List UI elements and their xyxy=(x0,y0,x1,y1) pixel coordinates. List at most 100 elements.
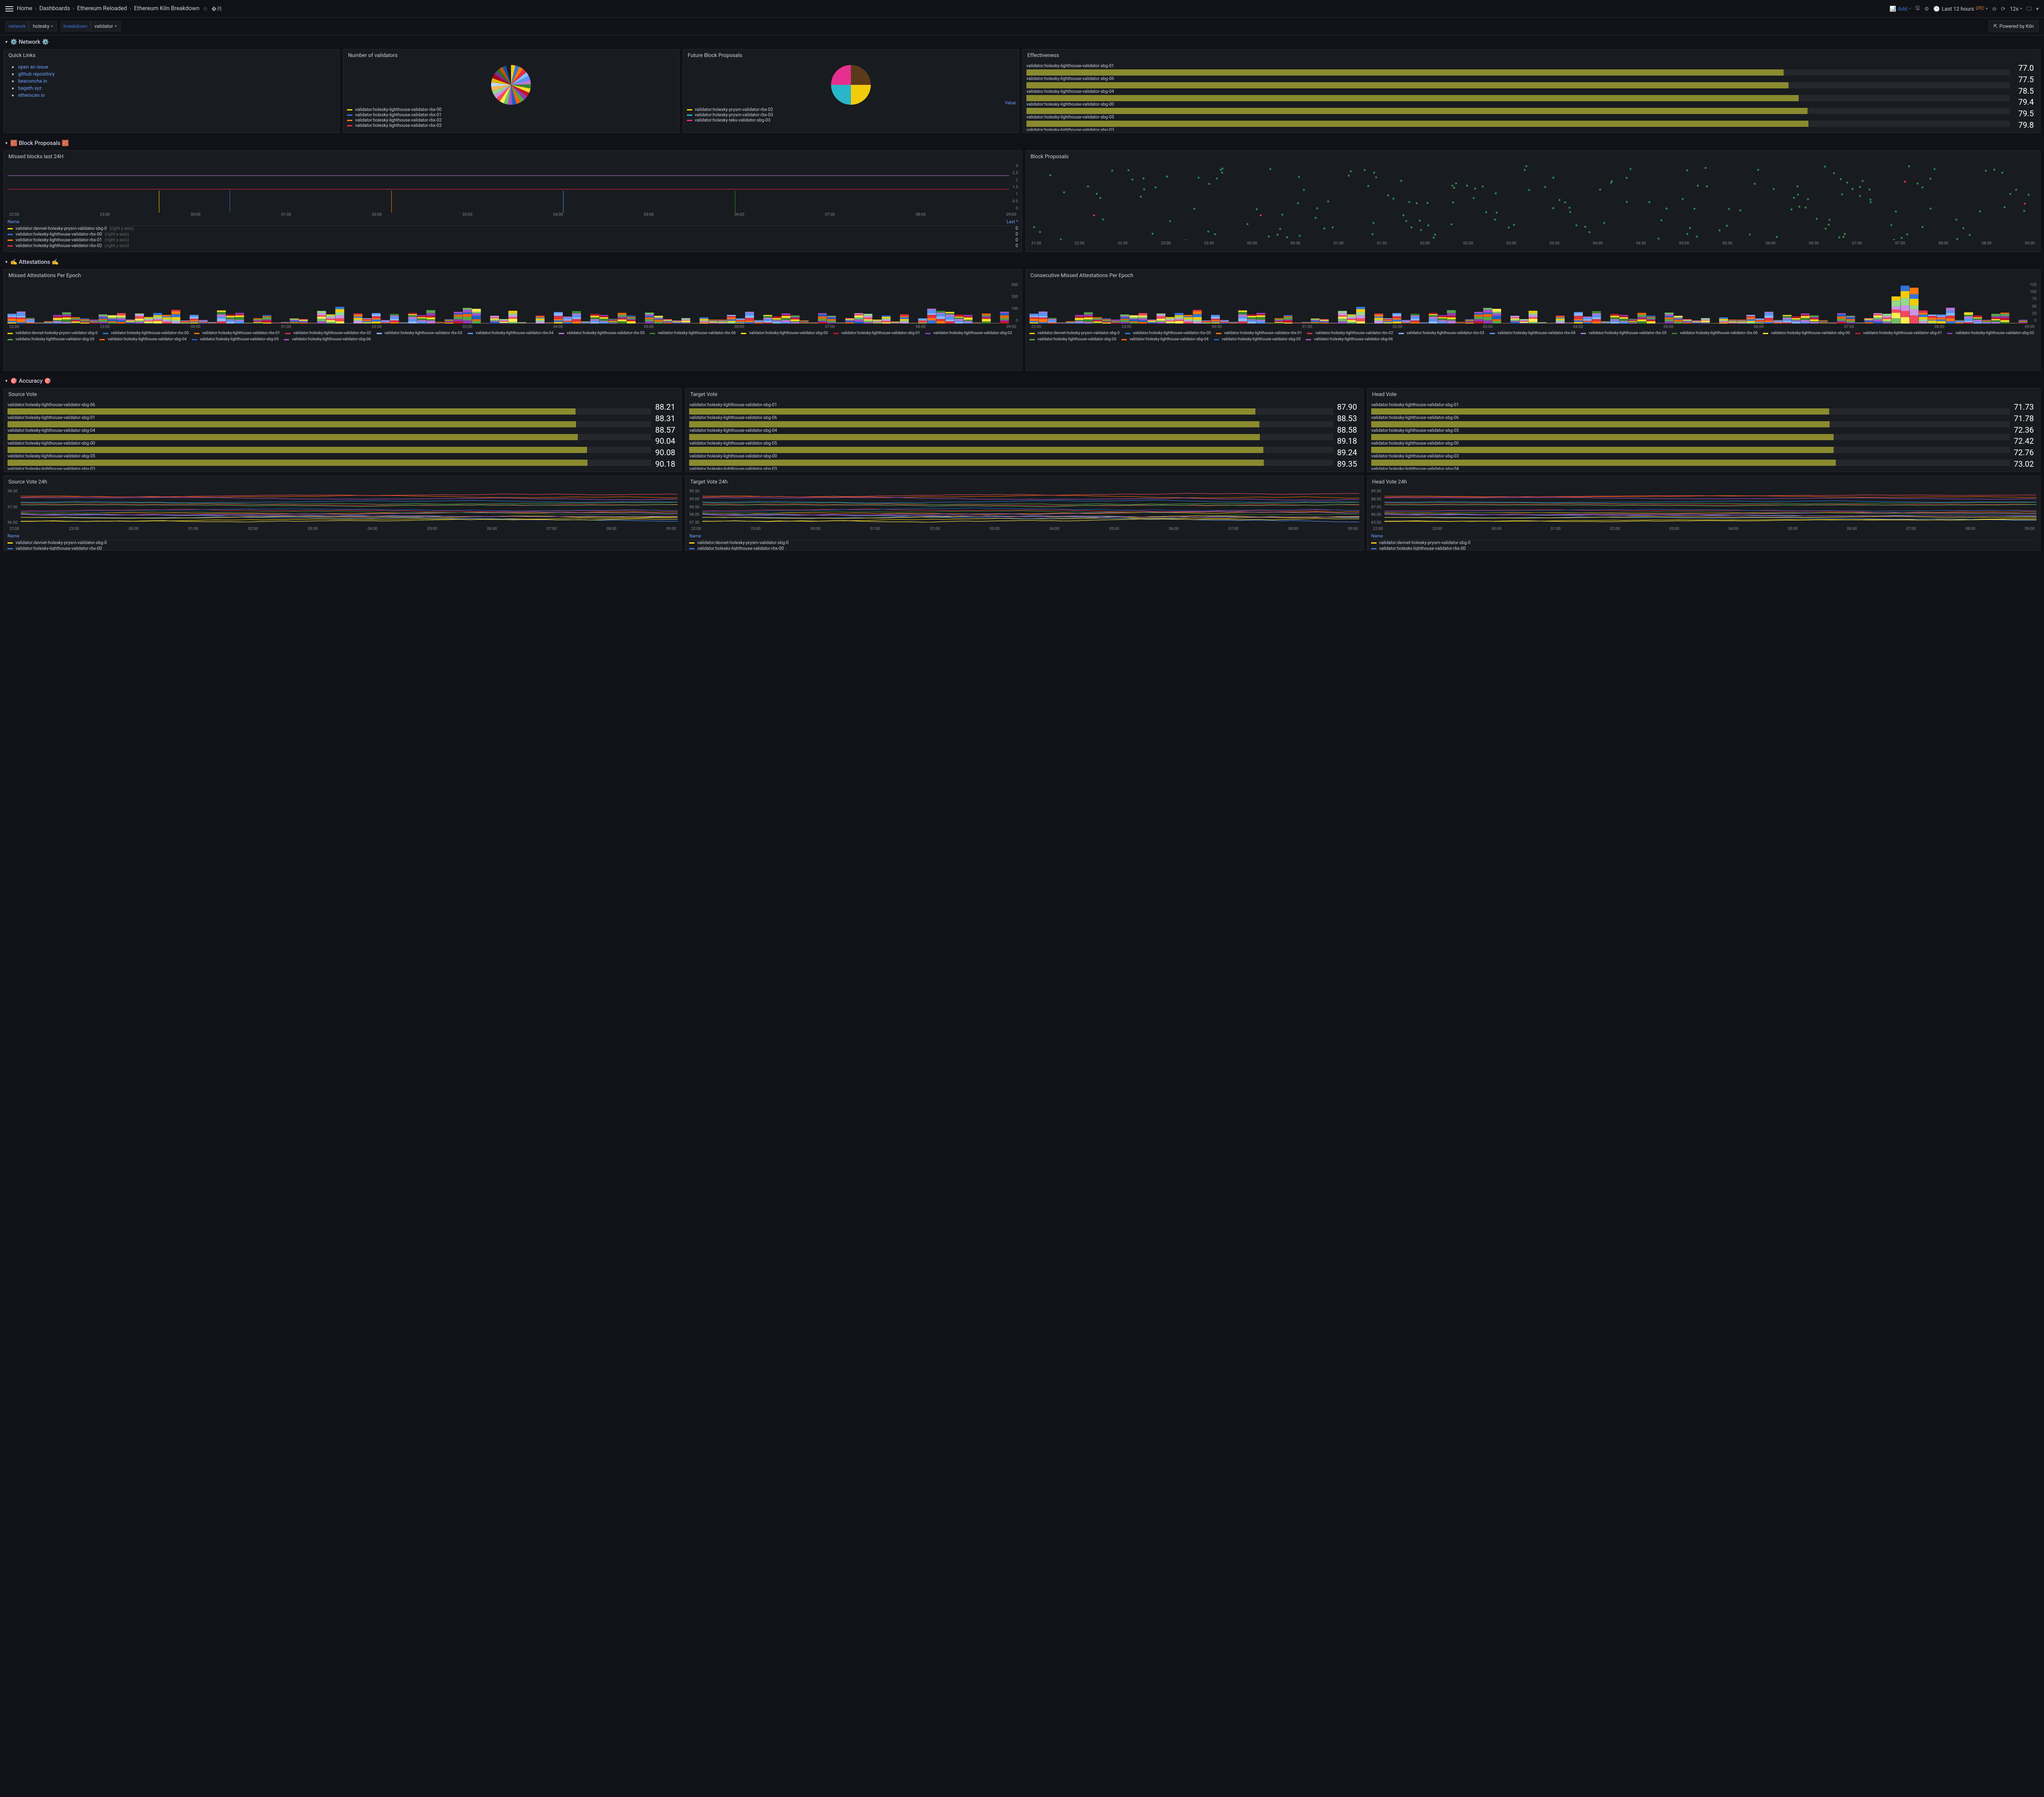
legend-row[interactable]: validator:devnet-holesky-prysm-validator… xyxy=(8,226,1018,232)
legend-row[interactable]: validator:holesky-lighthouse-validator-r… xyxy=(8,237,1018,243)
panel-title: Target Vote 24h xyxy=(686,476,1363,487)
legend-row[interactable]: validator:holesky-lighthouse-validator-r… xyxy=(8,243,1018,249)
panel-title: Future Block Proposals xyxy=(683,49,1018,61)
legend-item[interactable]: validator:devnet-holesky-prysm-validator… xyxy=(8,331,98,335)
legend-row[interactable]: validator:holesky-lighthouse-validator-r… xyxy=(1371,546,2036,550)
gauge-value: 90.18 xyxy=(655,460,675,469)
value-column: 71.7371.7872.3672.4272.7673.02 xyxy=(2010,402,2036,470)
legend-item[interactable]: validator:holesky-lighthouse-validator-r… xyxy=(1216,331,1302,335)
legend-item[interactable]: validator:holesky-lighthouse-validator-s… xyxy=(833,331,920,335)
panel-source-vote-24h: Source Vote 24h 98.0097.0096.00 22:0023:… xyxy=(4,476,682,551)
var-network-select[interactable]: holesky ▾ xyxy=(29,21,57,31)
value-column: 87.9088.5388.5889.1889.2489.35 xyxy=(1333,402,1360,470)
row-block-proposals[interactable]: ▾🧱 Block Proposals 🧱 xyxy=(4,137,2040,150)
time-range-picker[interactable]: 🕑 Last 12 hours UTC ▾ xyxy=(1933,6,1988,12)
y-axis: 1251007550250 xyxy=(2030,283,2036,323)
quick-link[interactable]: beaconcha.in xyxy=(18,78,47,84)
menu-icon[interactable] xyxy=(5,5,13,13)
var-breakdown-select[interactable]: validator ▾ xyxy=(91,21,121,31)
legend-item[interactable]: validator:holesky-lighthouse-validator-r… xyxy=(194,331,280,335)
legend-item[interactable]: validator:holesky-lighthouse-validator-r… xyxy=(347,107,675,112)
legend-item[interactable]: validator:holesky-teku-validator-sbg-03 xyxy=(687,118,1015,123)
legend-item[interactable]: validator:holesky-lighthouse-validator-r… xyxy=(347,118,675,123)
value-header[interactable]: Value xyxy=(1005,101,1016,106)
chevron-down-icon[interactable]: ▾ xyxy=(2036,6,2039,12)
row-attestations[interactable]: ▾✍️ Attestations ✍️ xyxy=(4,255,2040,269)
legend-item[interactable]: validator:holesky-lighthouse-validator-s… xyxy=(1306,337,1392,342)
legend-item[interactable]: validator:holesky-lighthouse-validator-r… xyxy=(468,331,553,335)
legend-row[interactable]: validator:devnet-holesky-prysm-validator… xyxy=(1371,540,2036,546)
refresh-icon[interactable]: ⟳ xyxy=(2001,6,2006,12)
quick-link[interactable]: github repository xyxy=(18,71,55,77)
panel-title: Source Vote xyxy=(4,388,681,400)
legend-item[interactable]: validator:holesky-lighthouse-validator-s… xyxy=(1763,331,1850,335)
legend-item[interactable]: validator:holesky-lighthouse-validator-s… xyxy=(1855,331,1942,335)
legend-item[interactable]: validator:holesky-prysm-validator-rbx-02 xyxy=(687,107,1015,112)
quick-link[interactable]: bageth.xyz xyxy=(18,85,42,91)
powered-by-kiln[interactable]: ⇱ Powered by Kiln xyxy=(1989,20,2039,32)
legend-item[interactable]: validator:holesky-lighthouse-validator-r… xyxy=(285,331,371,335)
legend-item[interactable]: validator:holesky-lighthouse-validator-s… xyxy=(1214,337,1300,342)
zoom-out-icon[interactable]: ⊖ xyxy=(1992,6,1997,12)
panel-consec-missed-attestations: Consecutive Missed Attestations Per Epoc… xyxy=(1026,269,2040,371)
legend-item[interactable]: validator:holesky-lighthouse-validator-r… xyxy=(650,331,736,335)
legend-row[interactable]: validator:devnet-holesky-prysm-validator… xyxy=(689,540,1359,546)
legend-item[interactable]: validator:holesky-lighthouse-validator-s… xyxy=(192,337,278,342)
gauge-value: 89.18 xyxy=(1337,437,1357,446)
tv-icon[interactable]: 🖵 xyxy=(2026,5,2032,12)
bar-gauge-row: validator:holesky-lighthouse-validator-s… xyxy=(1371,467,2010,470)
legend: validator:holesky-prysm-validator-rbx-02… xyxy=(687,107,1015,123)
legend-item[interactable]: validator:holesky-lighthouse-validator-r… xyxy=(1490,331,1575,335)
x-axis: 22:0023:0000:0001:0002:0003:0004:0005:00… xyxy=(1371,527,2036,531)
legend-item[interactable]: validator:holesky-lighthouse-validator-s… xyxy=(1947,331,2034,335)
legend-item[interactable]: validator:holesky-lighthouse-validator-s… xyxy=(99,337,186,342)
legend-item[interactable]: validator:holesky-lighthouse-validator-r… xyxy=(1581,331,1666,335)
legend-item[interactable]: validator:holesky-lighthouse-validator-r… xyxy=(347,113,675,118)
legend-table: Name validator:devnet-holesky-prysm-vali… xyxy=(8,533,678,550)
legend-row[interactable]: validator:devnet-holesky-prysm-validator… xyxy=(8,540,678,546)
legend-item[interactable]: validator:holesky-lighthouse-validator-s… xyxy=(925,331,1012,335)
panel-target-vote-24h: Target Vote 24h 99.5099.0098.5098.0097.5… xyxy=(685,476,1363,551)
legend-item[interactable]: validator:holesky-lighthouse-validator-s… xyxy=(741,331,828,335)
breadcrumb-home[interactable]: Home xyxy=(17,5,32,12)
legend-item[interactable]: validator:holesky-lighthouse-validator-s… xyxy=(1121,337,1208,342)
legend-item[interactable]: validator:holesky-lighthouse-validator-r… xyxy=(1399,331,1484,335)
legend-item[interactable]: validator:holesky-lighthouse-validator-r… xyxy=(347,123,675,128)
panel-block-proposals: Block Proposals 21:3022:0022:3023:0023:3… xyxy=(1026,150,2040,252)
legend-row[interactable]: validator:holesky-lighthouse-validator-r… xyxy=(8,546,678,550)
legend-item[interactable]: validator:holesky-lighthouse-validator-r… xyxy=(1672,331,1758,335)
add-button[interactable]: 📊 Add ▾ xyxy=(1890,6,1911,12)
legend-item[interactable]: validator:holesky-lighthouse-validator-r… xyxy=(1125,331,1211,335)
bar-gauge-row: validator:holesky-lighthouse-validator-s… xyxy=(1026,64,2010,76)
quick-link[interactable]: open an issue xyxy=(18,64,48,70)
legend-item[interactable]: validator:holesky-lighthouse-validator-s… xyxy=(1030,337,1116,342)
legend-item[interactable]: validator:holesky-lighthouse-validator-r… xyxy=(1307,331,1393,335)
legend-item[interactable]: validator:holesky-lighthouse-validator-s… xyxy=(284,337,370,342)
gauge-value: 87.90 xyxy=(1337,403,1357,412)
row-network[interactable]: ▾⚙️ Network ⚙️ xyxy=(4,35,2040,49)
legend-item[interactable]: validator:devnet-holesky-prysm-validator… xyxy=(1030,331,1120,335)
legend-item[interactable]: validator:holesky-prysm-validator-rbx-03 xyxy=(687,113,1015,118)
refresh-interval[interactable]: 12s ▾ xyxy=(2010,6,2022,12)
bar-gauge-row: validator:holesky-lighthouse-validator-s… xyxy=(8,415,651,427)
gauge-value: 88.58 xyxy=(1337,426,1357,435)
row-accuracy[interactable]: ▾🎯 Accuracy 🎯 xyxy=(4,374,2040,388)
share-icon[interactable]: �共 xyxy=(211,5,222,12)
x-axis: 22:0023:0000:0001:0002:0003:0004:0005:00… xyxy=(8,527,678,531)
legend-item[interactable]: validator:holesky-lighthouse-validator-r… xyxy=(103,331,189,335)
legend-item[interactable]: validator:holesky-lighthouse-validator-r… xyxy=(377,331,462,335)
star-icon[interactable]: ☆ xyxy=(203,6,208,12)
legend-row[interactable]: validator:holesky-lighthouse-validator-r… xyxy=(8,232,1018,237)
gauge-value: 72.36 xyxy=(2014,426,2034,435)
scatter-chart xyxy=(1030,164,2036,240)
legend-item[interactable]: validator:holesky-lighthouse-validator-s… xyxy=(8,337,94,342)
quick-link[interactable]: etherscan.io xyxy=(18,92,45,98)
breadcrumb-dashboards[interactable]: Dashboards xyxy=(39,5,70,12)
gear-icon[interactable]: ⚙ xyxy=(1924,6,1929,12)
save-icon[interactable]: 🖫 xyxy=(1915,4,1920,13)
bar-gauge-row: validator:holesky-lighthouse-validator-s… xyxy=(689,403,1333,415)
legend-row[interactable]: validator:holesky-lighthouse-validator-r… xyxy=(689,546,1359,550)
panel-title: Consecutive Missed Attestations Per Epoc… xyxy=(1026,270,2040,281)
legend-item[interactable]: validator:holesky-lighthouse-validator-r… xyxy=(559,331,644,335)
breadcrumb-folder[interactable]: Ethereum Reloaded xyxy=(77,5,127,12)
